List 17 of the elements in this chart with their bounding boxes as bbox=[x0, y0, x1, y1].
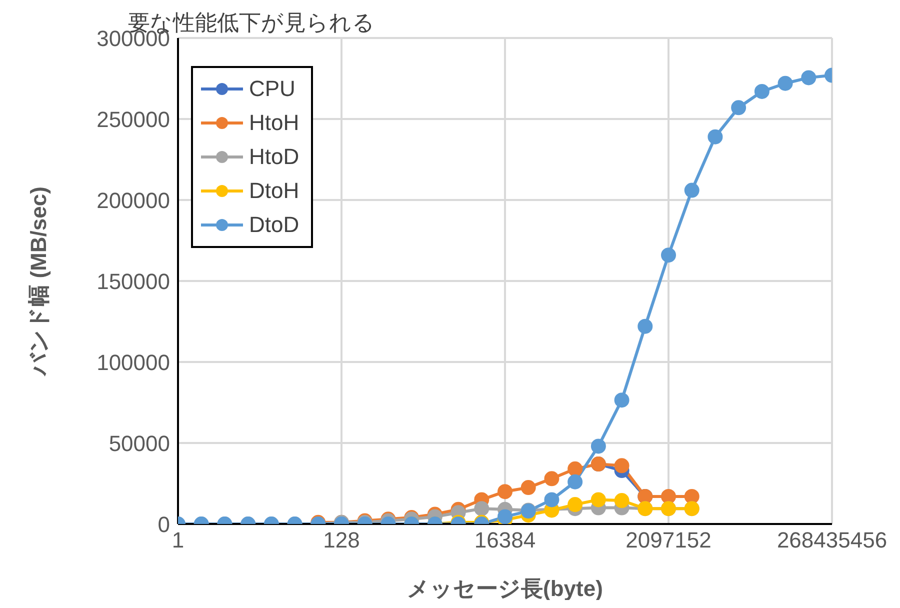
y-tick-label: 150000 bbox=[96, 268, 170, 294]
x-tick-label: 268435456 bbox=[776, 528, 888, 553]
legend-label: HtoD bbox=[249, 144, 300, 170]
x-tick-label: 2097152 bbox=[626, 528, 712, 553]
x-tick-label: 16384 bbox=[474, 528, 536, 553]
legend-label: CPU bbox=[249, 76, 296, 102]
legend-label: HtoH bbox=[249, 110, 300, 136]
y-tick-label: 50000 bbox=[108, 430, 170, 456]
y-tick-label: 200000 bbox=[96, 188, 170, 213]
y-axis-title: バンド幅 (MB/sec) bbox=[26, 186, 51, 378]
x-tick-label: 128 bbox=[323, 528, 360, 553]
x-tick-label: 1 bbox=[172, 528, 184, 553]
y-tick-label: 250000 bbox=[96, 106, 170, 132]
legend-label: DtoD bbox=[249, 212, 300, 238]
y-tick-label: 100000 bbox=[96, 350, 170, 375]
legend-label: DtoH bbox=[249, 178, 300, 204]
y-tick-label: 0 bbox=[158, 512, 170, 537]
